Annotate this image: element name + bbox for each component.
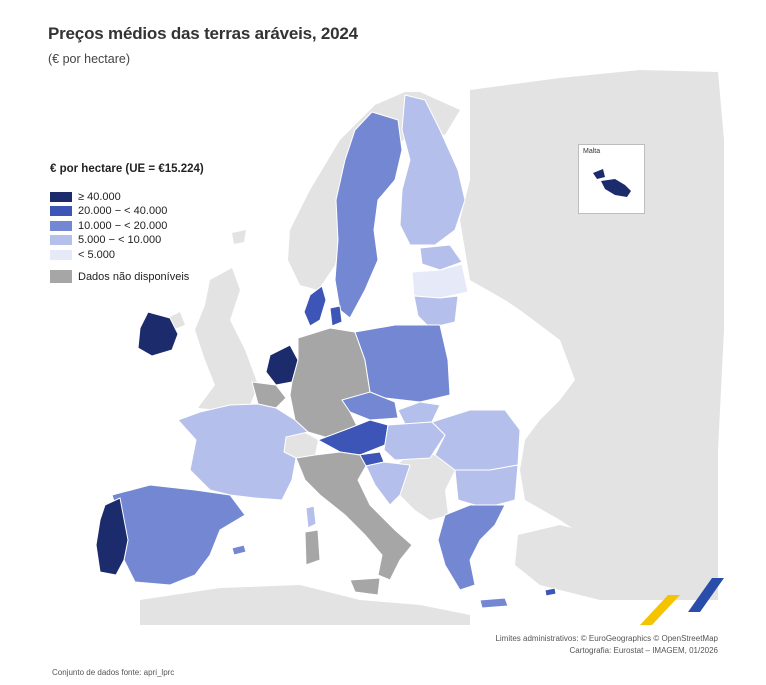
country-finland <box>399 94 466 246</box>
legend-row: < 5.000 <box>50 248 204 261</box>
country-slovakia <box>397 401 441 425</box>
legend-na-swatch <box>50 270 72 283</box>
country-italy <box>295 451 413 581</box>
malta-map <box>593 169 631 197</box>
credits-line-2: Cartografia: Eurostat – IMAGEM, 01/2026 <box>569 646 718 655</box>
legend-title: € por hectare (UE = €15.224) <box>50 163 204 175</box>
legend-row: 10.000 − < 20.000 <box>50 219 204 232</box>
legend-swatch <box>50 206 72 216</box>
legend-label: 5.000 − < 10.000 <box>78 234 162 246</box>
country-germany <box>289 327 371 441</box>
country-romania <box>431 409 521 471</box>
country-bulgaria <box>454 464 519 509</box>
country-denmark <box>303 285 343 327</box>
country-portugal <box>95 497 129 576</box>
legend-na-label: Dados não disponíveis <box>78 270 190 283</box>
legend-row: 20.000 − < 40.000 <box>50 205 204 217</box>
country-spain-balearics <box>231 544 247 556</box>
page-title: Preços médios das terras aráveis, 2024 <box>48 24 358 43</box>
inset-label: Malta <box>583 148 601 155</box>
country-czechia <box>341 391 399 421</box>
country-spain <box>111 484 246 586</box>
map-credits: Limites administrativos: © EuroGeographi… <box>495 633 718 657</box>
country-cyprus <box>544 587 557 597</box>
country-greece-crete <box>479 597 509 609</box>
country-ireland <box>137 311 179 357</box>
legend-swatch <box>50 235 72 245</box>
country-lithuania <box>413 295 459 329</box>
legend-label: < 5.000 <box>78 248 116 261</box>
eu-countries <box>95 94 557 609</box>
credits-line-1: Limites administrativos: © EuroGeographi… <box>495 634 718 643</box>
legend-na-row: Dados não disponíveis <box>50 270 204 283</box>
country-italy-sardinia <box>304 529 321 566</box>
legend-classes: ≥ 40.000 20.000 − < 40.000 10.000 − < 20.0… <box>50 190 204 261</box>
country-poland <box>354 324 451 403</box>
legend-swatch <box>50 249 72 260</box>
page-subtitle: (€ por hectare) <box>48 52 130 66</box>
country-greece <box>437 504 506 591</box>
legend-label: ≥ 40.000 <box>78 190 121 203</box>
eurostat-logo-mark <box>640 578 724 625</box>
country-sweden <box>334 111 403 319</box>
legend-swatch <box>50 191 72 202</box>
legend-swatch <box>50 220 72 231</box>
legend-label: 20.000 − < 40.000 <box>78 205 168 217</box>
map-legend: € por hectare (UE = €15.224) ≥ 40.000 20.… <box>50 163 204 283</box>
country-italy-sicily <box>349 577 381 596</box>
country-croatia <box>365 461 411 506</box>
non-eu-land <box>140 70 724 625</box>
legend-row: 5.000 − < 10.000 <box>50 234 204 246</box>
country-belgium <box>251 381 287 409</box>
dataset-source: Conjunto de dados fonte: apri_lprc <box>52 668 175 677</box>
malta-inset: Malta <box>578 144 645 214</box>
legend-row: ≥ 40.000 <box>50 190 204 203</box>
country-estonia <box>419 244 463 271</box>
legend-label: 10.000 − < 20.000 <box>78 219 168 232</box>
country-france-corsica <box>305 505 317 529</box>
country-france <box>177 403 310 501</box>
